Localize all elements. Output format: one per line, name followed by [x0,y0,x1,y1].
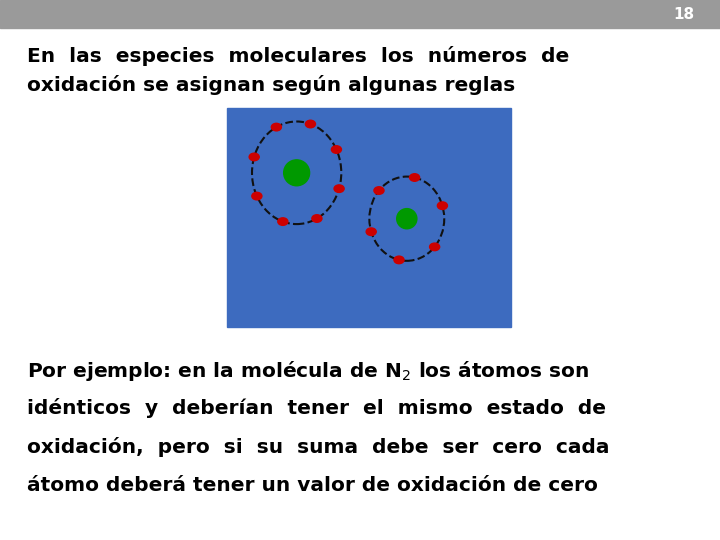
Circle shape [278,218,288,225]
Text: En  las  especies  moleculares  los  números  de: En las especies moleculares los números … [27,46,570,66]
Ellipse shape [285,162,305,181]
Text: 18: 18 [674,6,695,22]
Circle shape [252,192,262,200]
Bar [227,108,511,327]
Text: oxidación,  pero  si  su  suma  debe  ser  cero  cada: oxidación, pero si su suma debe ser cero… [27,437,610,457]
Circle shape [394,256,404,264]
Text: átomo deberá tener un valor de oxidación de cero: átomo deberá tener un valor de oxidación… [27,476,598,495]
Text: Por ejemplo: en la molécula de N$_2$ los átomos son: Por ejemplo: en la molécula de N$_2$ los… [27,359,590,383]
Circle shape [366,228,377,235]
Circle shape [334,185,344,192]
Circle shape [437,202,447,210]
Ellipse shape [284,160,310,186]
Ellipse shape [397,208,417,229]
Circle shape [374,187,384,194]
Text: idénticos  y  deberían  tener  el  mismo  estado  de: idénticos y deberían tener el mismo esta… [27,398,606,418]
Circle shape [249,153,259,161]
Circle shape [312,215,322,222]
Circle shape [331,146,341,153]
Text: oxidación se asignan según algunas reglas: oxidación se asignan según algunas regla… [27,75,516,94]
Ellipse shape [397,210,413,225]
Bar [0,0,720,28]
Circle shape [271,123,282,131]
Circle shape [410,174,420,181]
Circle shape [305,120,315,128]
Circle shape [430,243,440,251]
